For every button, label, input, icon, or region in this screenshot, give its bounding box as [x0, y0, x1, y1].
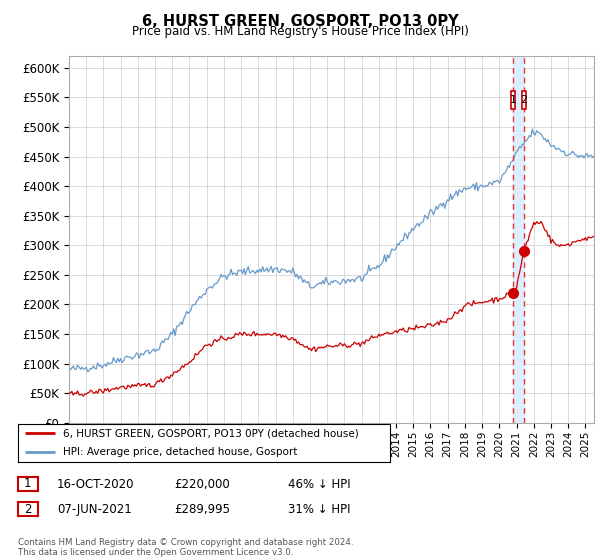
Text: £289,995: £289,995 [174, 503, 230, 516]
Bar [513, 56, 524, 423]
Bar [511, 91, 515, 109]
Text: HPI: Average price, detached house, Gosport: HPI: Average price, detached house, Gosp… [62, 447, 297, 458]
Text: 2: 2 [24, 502, 32, 516]
Text: 46% ↓ HPI: 46% ↓ HPI [288, 478, 350, 491]
Text: 1: 1 [24, 477, 32, 491]
Text: 16-OCT-2020: 16-OCT-2020 [57, 478, 134, 491]
Text: 6, HURST GREEN, GOSPORT, PO13 0PY (detached house): 6, HURST GREEN, GOSPORT, PO13 0PY (detac… [62, 428, 358, 438]
Text: 31% ↓ HPI: 31% ↓ HPI [288, 503, 350, 516]
Text: Price paid vs. HM Land Registry's House Price Index (HPI): Price paid vs. HM Land Registry's House … [131, 25, 469, 38]
Text: 07-JUN-2021: 07-JUN-2021 [57, 503, 132, 516]
Text: £220,000: £220,000 [174, 478, 230, 491]
Text: 6, HURST GREEN, GOSPORT, PO13 0PY: 6, HURST GREEN, GOSPORT, PO13 0PY [142, 14, 458, 29]
Text: 2: 2 [520, 95, 527, 105]
Text: 1: 1 [509, 95, 517, 105]
Text: Contains HM Land Registry data © Crown copyright and database right 2024.
This d: Contains HM Land Registry data © Crown c… [18, 538, 353, 557]
Bar [521, 91, 526, 109]
